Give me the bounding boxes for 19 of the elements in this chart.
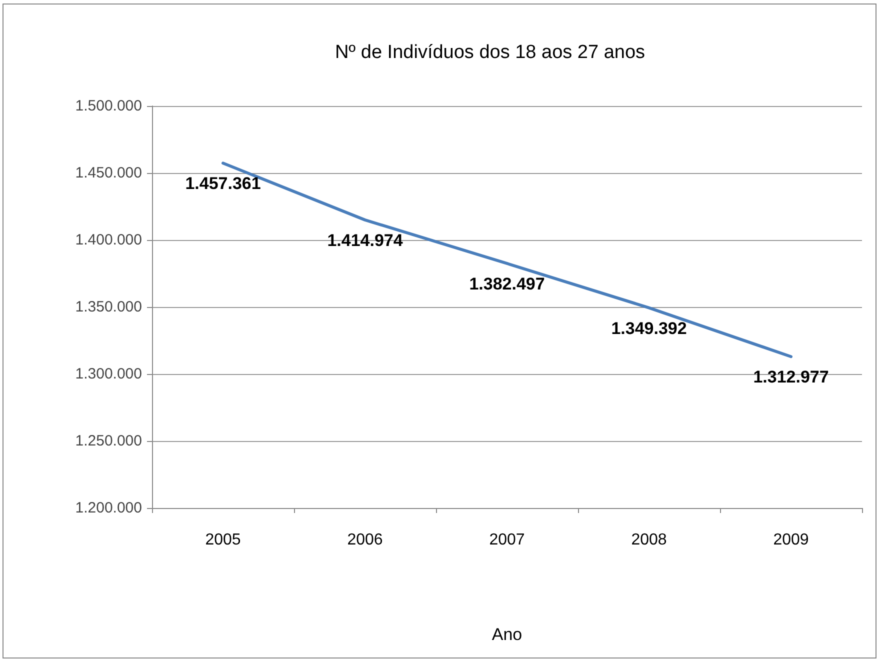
y-tick-label: 1.300.000 <box>75 366 142 382</box>
data-label: 1.457.361 <box>185 174 261 194</box>
x-tick-label: 2007 <box>489 532 525 548</box>
y-tick-label: 1.350.000 <box>75 298 142 316</box>
data-label: 1.349.392 <box>611 318 687 338</box>
data-label: 1.414.974 <box>327 230 404 250</box>
x-axis-title: Ano <box>492 625 522 644</box>
y-tick-label: 1.450.000 <box>75 164 142 182</box>
y-tick-label: 1.400.000 <box>75 232 142 248</box>
chart-title: Nº de Indivíduos dos 18 aos 27 anos <box>334 42 646 63</box>
y-tick-label: 1.200.000 <box>75 500 142 516</box>
y-tick-label: 1.500.000 <box>75 98 142 114</box>
x-tick-label: 2006 <box>347 532 383 548</box>
x-tick-label: 2005 <box>205 532 241 548</box>
data-label: 1.382.497 <box>469 274 545 294</box>
x-tick-label: 2009 <box>773 532 809 548</box>
data-label: 1.312.977 <box>753 368 829 387</box>
x-tick-label: 2008 <box>631 532 667 548</box>
y-tick-label: 1.250.000 <box>75 432 142 450</box>
